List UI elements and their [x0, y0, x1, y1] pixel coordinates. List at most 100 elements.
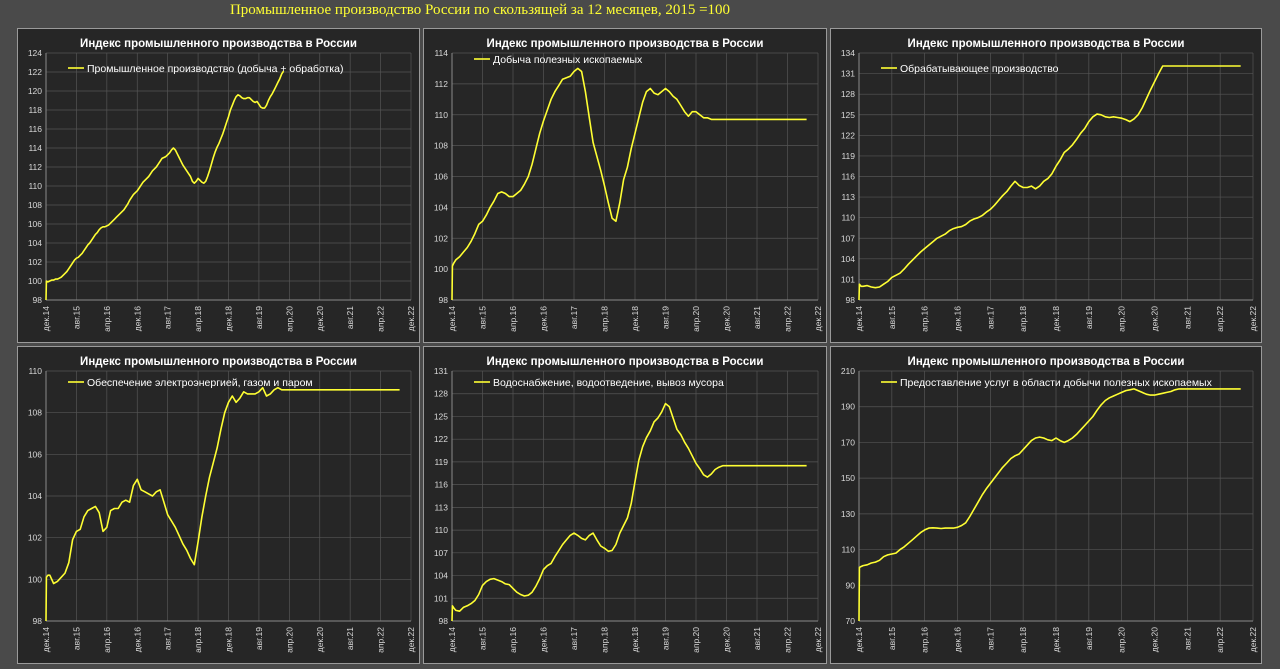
x-tick-label: апр.20 [1117, 627, 1127, 653]
x-tick-label: авг.19 [661, 306, 671, 329]
y-tick-label: 98 [33, 616, 43, 626]
x-tick-label: авг.21 [752, 306, 762, 329]
x-tick-label: апр.16 [508, 627, 518, 653]
x-tick-label: авг.15 [478, 627, 488, 650]
y-tick-label: 113 [841, 192, 855, 202]
y-tick-label: 110 [28, 366, 42, 376]
x-tick-label: дек.18 [630, 306, 640, 331]
y-tick-label: 114 [28, 143, 42, 153]
chart-svg: Индекс промышленного производства в Росс… [434, 38, 823, 332]
x-tick-label: авг.15 [887, 306, 897, 329]
y-tick-label: 100 [434, 264, 448, 274]
x-tick-label: дек.14 [854, 306, 864, 331]
x-tick-label: авг.21 [1182, 627, 1192, 650]
x-tick-label: апр.22 [376, 306, 386, 332]
chart-svg: Индекс промышленного производства в Росс… [28, 38, 416, 332]
chart-panel-industrial-production: Индекс промышленного производства в Росс… [17, 28, 420, 343]
x-tick-label: авг.17 [163, 627, 173, 650]
y-tick-label: 98 [33, 295, 43, 305]
chart-panel-mining: Индекс промышленного производства в Росс… [423, 28, 827, 343]
x-tick-label: дек.16 [132, 627, 142, 652]
x-tick-label: дек.20 [315, 627, 325, 652]
y-tick-label: 110 [28, 181, 42, 191]
y-tick-label: 112 [434, 79, 448, 89]
y-tick-label: 119 [841, 151, 855, 161]
x-tick-label: апр.20 [284, 306, 294, 332]
x-tick-label: дек.14 [41, 627, 51, 652]
x-tick-label: авг.19 [254, 627, 264, 650]
y-tick-label: 70 [846, 616, 856, 626]
x-tick-label: апр.16 [920, 627, 930, 653]
y-tick-label: 130 [841, 509, 855, 519]
y-tick-label: 98 [846, 295, 856, 305]
chart-title: Индекс промышленного производства в Росс… [80, 38, 357, 50]
x-tick-label: дек.22 [813, 627, 823, 652]
chart-title: Индекс промышленного производства в Росс… [487, 38, 764, 50]
y-tick-label: 98 [439, 616, 449, 626]
y-tick-label: 125 [434, 411, 448, 421]
series-line [451, 402, 807, 622]
x-tick-label: авг.21 [752, 627, 762, 650]
x-tick-label: апр.22 [376, 627, 386, 653]
y-tick-label: 128 [434, 389, 448, 399]
y-tick-label: 102 [28, 533, 42, 543]
x-tick-label: авг.21 [345, 627, 355, 650]
x-tick-label: дек.22 [406, 627, 416, 652]
page-title: Промышленное производство России по скол… [229, 2, 731, 18]
x-tick-label: апр.22 [783, 306, 793, 332]
series-line [451, 67, 807, 301]
y-tick-label: 119 [434, 457, 448, 467]
y-tick-label: 104 [28, 238, 42, 248]
y-tick-label: 131 [434, 366, 448, 376]
x-tick-label: авг.19 [1084, 306, 1094, 329]
x-tick-label: дек.16 [953, 627, 963, 652]
x-tick-label: авг.15 [71, 627, 81, 650]
x-tick-label: апр.16 [102, 627, 112, 653]
x-tick-label: апр.18 [600, 306, 610, 332]
x-tick-label: авг.15 [887, 627, 897, 650]
x-tick-label: апр.18 [193, 627, 203, 653]
chart-svg: Индекс промышленного производства в Росс… [841, 356, 1258, 653]
x-tick-label: авг.17 [163, 306, 173, 329]
y-tick-label: 104 [434, 571, 448, 581]
series-line [45, 70, 285, 301]
x-tick-label: авг.19 [661, 627, 671, 650]
y-tick-label: 128 [841, 89, 855, 99]
y-tick-label: 102 [28, 257, 42, 267]
x-tick-label: дек.14 [854, 627, 864, 652]
chart-panel-mining-services: Индекс промышленного производства в Росс… [830, 346, 1262, 664]
x-tick-label: дек.20 [1150, 627, 1160, 652]
y-tick-label: 104 [434, 202, 448, 212]
y-tick-label: 101 [434, 593, 448, 603]
legend-label: Промышленное производство (добыча + обра… [87, 63, 344, 75]
x-tick-label: авг.17 [985, 306, 995, 329]
y-tick-label: 110 [434, 110, 448, 120]
y-tick-label: 110 [841, 545, 855, 555]
chart-title: Индекс промышленного производства в Росс… [908, 356, 1185, 368]
x-tick-label: апр.20 [691, 306, 701, 332]
y-tick-label: 107 [434, 548, 448, 558]
x-tick-label: дек.14 [447, 306, 457, 331]
y-tick-label: 134 [841, 48, 855, 58]
x-tick-label: дек.22 [813, 306, 823, 331]
legend-label: Водоснабжение, водоотведение, вывоз мусо… [493, 377, 724, 389]
y-tick-label: 106 [28, 449, 42, 459]
x-tick-label: дек.20 [722, 306, 732, 331]
y-tick-label: 116 [28, 124, 42, 134]
x-tick-label: дек.22 [406, 306, 416, 331]
y-tick-label: 101 [841, 274, 855, 284]
y-tick-label: 112 [28, 162, 42, 172]
chart-svg: Индекс промышленного производства в Росс… [434, 356, 823, 653]
y-tick-label: 118 [28, 105, 42, 115]
y-tick-label: 108 [28, 408, 42, 418]
y-tick-label: 108 [434, 141, 448, 151]
x-tick-label: дек.16 [953, 306, 963, 331]
y-tick-label: 170 [841, 437, 855, 447]
y-tick-label: 106 [434, 172, 448, 182]
y-tick-label: 122 [28, 67, 42, 77]
y-tick-label: 100 [28, 276, 42, 286]
x-tick-label: авг.21 [1182, 306, 1192, 329]
chart-svg: Индекс промышленного производства в Росс… [841, 38, 1258, 332]
y-tick-label: 122 [434, 434, 448, 444]
y-tick-label: 110 [841, 213, 855, 223]
